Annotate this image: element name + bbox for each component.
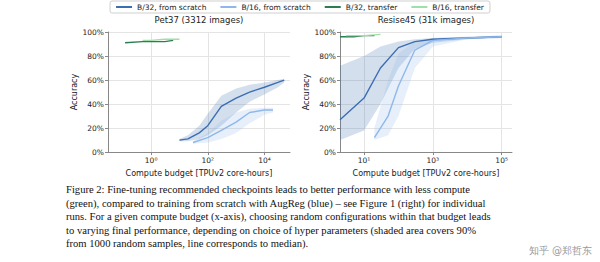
html-text:Figure 2: Fine-tuning recommen: Figure 2: Fine-tuning recommended checkp… (66, 184, 470, 195)
svg-text:20%: 20% (87, 124, 104, 133)
html-text:知乎 @郑哲东: 知乎 @郑哲东 (528, 245, 592, 256)
svg-text:10¹: 10¹ (358, 156, 371, 165)
svg-text:Resise45 (31k images): Resise45 (31k images) (378, 15, 475, 25)
svg-text:Accuracy: Accuracy (302, 74, 311, 111)
svg-text:100%: 100% (83, 28, 104, 37)
svg-text:B/32, transfer: B/32, transfer (346, 3, 399, 12)
html-text:runs. For a given compute budg: runs. For a given compute budget (x-axis… (66, 211, 491, 223)
svg-text:Compute budget [TPUv2 core-hou: Compute budget [TPUv2 core-hours] (126, 169, 273, 178)
svg-text:B/32, from scratch: B/32, from scratch (137, 3, 207, 12)
svg-text:10⁰: 10⁰ (145, 156, 158, 165)
svg-text:10³: 10³ (427, 156, 440, 165)
svg-text:B/16, transfer: B/16, transfer (432, 3, 485, 12)
svg-text:10⁴: 10⁴ (258, 156, 271, 165)
svg-text:Pet37 (3312 images): Pet37 (3312 images) (155, 15, 244, 25)
svg-text:60%: 60% (87, 76, 104, 85)
html-text:from 1000 random samples, line: from 1000 random samples, line correspon… (66, 238, 309, 250)
svg-text:0%: 0% (324, 148, 336, 157)
svg-text:80%: 80% (319, 52, 336, 61)
svg-text:40%: 40% (87, 100, 104, 109)
svg-text:60%: 60% (319, 76, 336, 85)
svg-text:80%: 80% (87, 52, 104, 61)
svg-text:Accuracy: Accuracy (70, 74, 79, 111)
svg-text:10⁵: 10⁵ (495, 156, 508, 165)
svg-text:10²: 10² (201, 156, 214, 165)
svg-text:20%: 20% (319, 124, 336, 133)
svg-text:Compute budget [TPUv2 core-hou: Compute budget [TPUv2 core-hours] (353, 169, 500, 178)
html-text:to varying final performance,: to varying final performance, depending … (66, 224, 476, 236)
html-text:(green), compared to training: (green), compared to training from scrat… (66, 197, 486, 209)
svg-text:40%: 40% (319, 100, 336, 109)
svg-text:B/16, from scratch: B/16, from scratch (241, 3, 311, 12)
svg-text:100%: 100% (315, 28, 336, 37)
svg-text:0%: 0% (92, 148, 104, 157)
